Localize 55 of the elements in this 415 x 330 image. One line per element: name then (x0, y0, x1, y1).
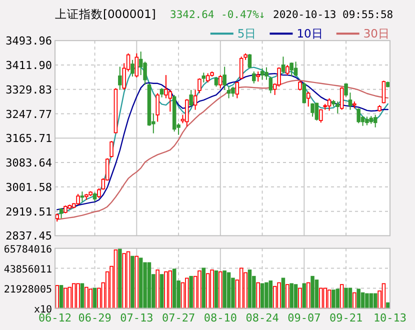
y-tick-label: 3001.58 (6, 180, 52, 194)
bar (222, 270, 226, 309)
bar (59, 285, 64, 309)
x-tick-label: 07-13 (120, 311, 154, 324)
bar (138, 258, 143, 309)
bar (365, 293, 369, 309)
header: 上证指数[000001] 3342.64 -0.47%↓ 2020-10-13 09:55:58 (55, 7, 394, 21)
y-tick-label: 3411.90 (6, 58, 52, 72)
x-tick-label: 06-12 (38, 311, 72, 324)
bar (302, 283, 306, 309)
bar (268, 280, 273, 309)
y-tick-label: 2837.45 (6, 230, 52, 243)
bar (214, 270, 218, 309)
bar (130, 256, 134, 309)
y-tick-label: 2919.51 (6, 205, 52, 218)
bar (281, 278, 286, 309)
legend-label: 10日 (296, 26, 324, 41)
bar (336, 288, 340, 309)
bar (172, 268, 176, 309)
x-tick-label: 10-13 (373, 311, 407, 324)
bar (332, 290, 336, 309)
bar (248, 270, 252, 309)
x-tick-label: 08-10 (204, 311, 237, 324)
bar (160, 274, 164, 309)
y-tick-label: 3083.64 (6, 156, 52, 170)
bar (118, 248, 122, 309)
bar (92, 288, 97, 309)
legend-label: 5日 (237, 26, 257, 41)
bar (294, 284, 298, 309)
bar (344, 288, 348, 309)
legend-label: 30日 (363, 26, 390, 41)
x-tick-label: 09-07 (288, 311, 321, 324)
bar (264, 282, 268, 309)
bar (202, 268, 206, 309)
bar (290, 283, 294, 309)
bar (147, 262, 152, 309)
x-tick-label: 06-29 (78, 311, 112, 324)
x-tick-label: 09-21 (329, 311, 363, 324)
bar (348, 288, 352, 309)
x-tick-label: 07-27 (162, 311, 196, 324)
bar (226, 272, 231, 309)
bar (310, 276, 314, 309)
bar (314, 280, 319, 309)
y-tick-label: 3493.96 (6, 34, 52, 48)
bar (356, 288, 360, 309)
y-tick-label: 43856011 (4, 264, 52, 276)
y-tick-label: 65784016 (4, 244, 52, 256)
y-tick-label: 3329.83 (6, 83, 52, 96)
bar (189, 276, 193, 309)
y-tick-label: 21928005 (4, 284, 52, 296)
y-tick-label: 3247.77 (6, 108, 52, 121)
y-tick-label: 3165.71 (6, 132, 52, 146)
x-tick-label: 08-24 (246, 311, 280, 324)
bar (260, 283, 264, 309)
bar (80, 283, 84, 309)
